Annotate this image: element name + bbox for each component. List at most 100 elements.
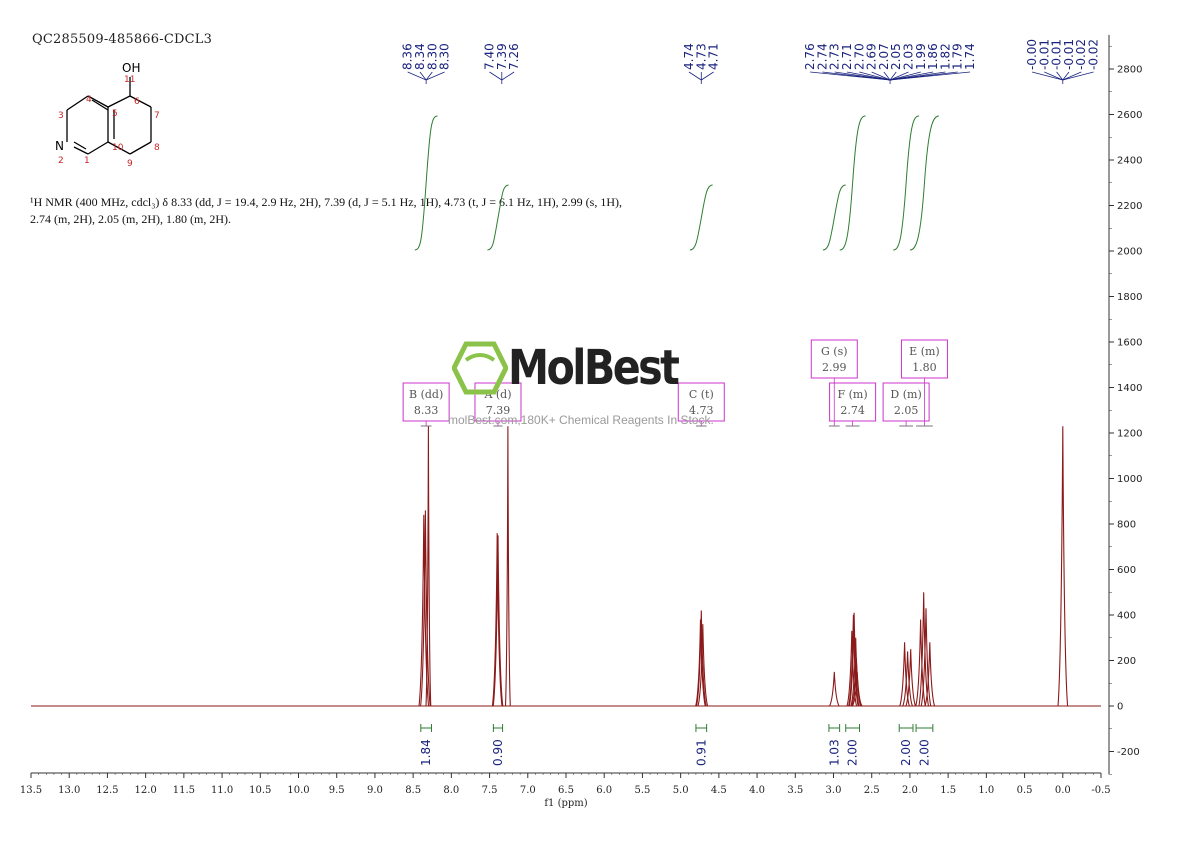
spectrum-peak <box>695 619 706 707</box>
spectrum-peak <box>915 619 926 707</box>
integral-value: 2.00 <box>917 739 931 766</box>
integral-value: 1.84 <box>419 739 433 766</box>
peak-label-leader <box>1031 71 1063 81</box>
watermark-brand: MolBest <box>508 340 680 396</box>
multiplet-letter: D (m) <box>890 388 921 401</box>
peak-label: 8.30 <box>438 43 452 70</box>
spectrum-peaks <box>418 426 1069 707</box>
y-tick-label: 1200 <box>1117 429 1142 440</box>
peak-label: 7.39 <box>495 43 509 70</box>
atom-number: 2 <box>58 156 64 166</box>
multiplet-shift: 7.39 <box>486 404 511 417</box>
atom-number: 6 <box>134 97 140 107</box>
multiplet-shift: 1.80 <box>912 361 937 374</box>
integral-curve <box>414 115 438 251</box>
peak-label: 1.99 <box>914 43 928 70</box>
x-tick-label: 6.5 <box>558 785 574 796</box>
x-tick-label: -0.5 <box>1091 785 1110 796</box>
peak-label: 2.03 <box>902 43 916 70</box>
nitrogen-label: N <box>55 139 64 153</box>
spectrum-peak <box>492 535 504 707</box>
multiplet-shift: 8.33 <box>414 404 439 417</box>
x-tick-label: 7.5 <box>482 785 498 796</box>
x-tick-label: 4.0 <box>749 785 765 796</box>
watermark-tagline: molBest.com,180K+ Chemical Reagents In S… <box>448 413 714 427</box>
x-tick-label: 8.0 <box>443 785 459 796</box>
x-tick-label: 1.0 <box>978 785 994 796</box>
atom-number: 5 <box>112 109 118 119</box>
y-tick-label: 2600 <box>1117 110 1142 121</box>
peak-label-leader <box>1056 71 1064 81</box>
y-tick-label: 2800 <box>1117 65 1142 76</box>
integral-bars: 1.84 0.90 0.91 1.03 2.00 2.00 2.00 <box>419 724 934 766</box>
x-tick-label: 3.0 <box>826 785 842 796</box>
y-tick-label: 1600 <box>1117 338 1142 349</box>
multiplet-letter: E (m) <box>909 345 940 358</box>
integral-curve <box>893 115 920 251</box>
spectrum-peak <box>905 649 917 707</box>
molecule-structure: OH N 1 2 3 4 5 6 7 8 9 10 11 <box>55 61 160 169</box>
peak-label: 1.86 <box>926 43 940 70</box>
peak-label: -0.02 <box>1087 39 1101 70</box>
x-tick-label: 1.5 <box>940 785 956 796</box>
spectrum-peak <box>924 642 936 707</box>
peak-label: 4.71 <box>707 43 721 70</box>
y-tick-label: 1000 <box>1117 474 1142 485</box>
x-tick-label: 12.0 <box>135 785 157 796</box>
integral-value: 2.00 <box>846 739 860 766</box>
x-tick-label: 10.5 <box>249 785 271 796</box>
sample-id: QC285509-485866-CDCL3 <box>32 32 213 47</box>
peak-label: 2.74 <box>815 43 829 70</box>
peak-label: 1.82 <box>938 43 952 70</box>
y-tick-label: -200 <box>1117 747 1140 758</box>
peak-label: 7.26 <box>507 43 521 70</box>
peak-label-leader <box>425 71 433 81</box>
peak-label-leader <box>425 71 445 81</box>
peak-label: -0.00 <box>1025 39 1039 70</box>
spectrum-peak <box>829 671 840 707</box>
multiplet-shift: 2.74 <box>840 404 865 417</box>
peak-label-leader <box>1062 71 1082 81</box>
hydroxyl-label: OH <box>122 61 140 75</box>
peak-label: 2.07 <box>877 43 891 70</box>
spectrum-peak <box>695 610 707 707</box>
integral-curve <box>689 184 713 251</box>
integral-curve <box>909 115 939 251</box>
spectrum-peak <box>697 624 709 707</box>
integral-curve <box>839 115 866 251</box>
integral-value: 0.90 <box>491 739 505 766</box>
nmr-description: ¹H NMR (400 MHz, cdcl₃) δ 8.33 (dd, J = … <box>30 195 623 226</box>
multiplet-boxes: B (dd)8.33A (d)7.39C (t)4.73G (s)2.99F (… <box>402 339 948 427</box>
peak-label: 8.30 <box>425 43 439 70</box>
spectrum-peak <box>902 651 913 707</box>
spectrum-peak <box>918 592 930 707</box>
x-axis: 13.5 13.0 12.5 12.0 11.5 11.0 10.5 10.0 9.5 9.0 8.… <box>20 772 1111 809</box>
peak-label: 4.73 <box>694 43 708 70</box>
x-tick-label: 11.0 <box>211 785 233 796</box>
atom-number: 3 <box>58 111 64 121</box>
x-tick-label: 13.0 <box>58 785 80 796</box>
multiplet-letter: B (dd) <box>409 388 443 401</box>
x-tick-label: 9.0 <box>367 785 383 796</box>
x-tick-label: 13.5 <box>20 785 42 796</box>
integral-value: 2.00 <box>899 739 913 766</box>
x-axis-title: f1 (ppm) <box>544 798 587 809</box>
y-tick-label: 2200 <box>1117 201 1142 212</box>
peak-label: 4.74 <box>682 43 696 70</box>
x-tick-label: 4.5 <box>711 785 727 796</box>
peak-label: -0.02 <box>1074 39 1088 70</box>
peak-label-leader <box>859 71 891 81</box>
x-tick-label: 8.5 <box>405 785 421 796</box>
x-tick-label: 3.5 <box>787 785 803 796</box>
peak-label-leader <box>846 71 891 81</box>
peak-label-leader <box>419 71 427 81</box>
y-tick-label: 2000 <box>1117 247 1142 258</box>
peak-label: 8.36 <box>401 43 415 70</box>
x-tick-label: 0.0 <box>1055 785 1071 796</box>
x-tick-label: 2.0 <box>902 785 918 796</box>
spectrum-peak <box>1057 426 1069 707</box>
spectrum-peak <box>491 533 503 707</box>
peak-label-leader <box>489 71 503 81</box>
peak-label-leader <box>1062 71 1070 81</box>
